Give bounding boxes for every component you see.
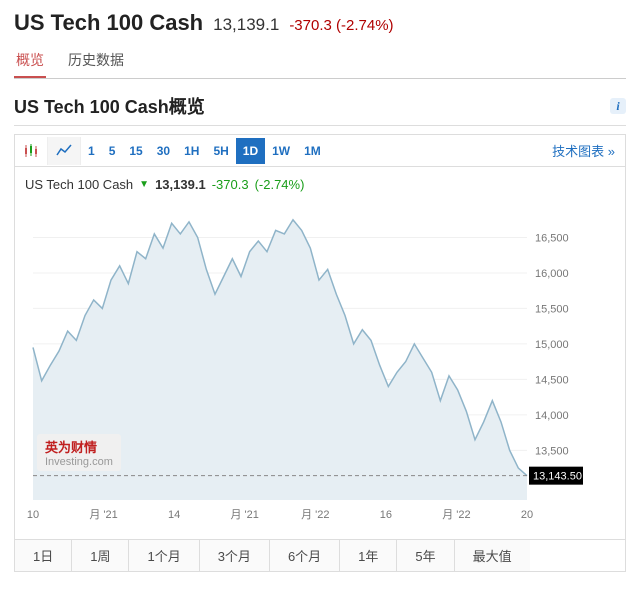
range-button-1[interactable]: 1周 <box>72 540 129 571</box>
chart-instrument-label: US Tech 100 Cash <box>25 177 133 192</box>
timeframe-1[interactable]: 1 <box>81 138 102 164</box>
svg-text:月 '21: 月 '21 <box>231 509 259 521</box>
range-button-2[interactable]: 1个月 <box>129 540 199 571</box>
section-title: US Tech 100 Cash概览 <box>14 93 205 119</box>
svg-text:16,500: 16,500 <box>535 232 569 244</box>
down-arrow-icon: ▼ <box>139 179 149 190</box>
line-chart-icon[interactable] <box>48 137 81 165</box>
timeframe-5[interactable]: 5 <box>102 138 123 164</box>
svg-text:月 '22: 月 '22 <box>301 509 329 521</box>
range-button-4[interactable]: 6个月 <box>270 540 340 571</box>
nav-tabs: 概览历史数据 <box>14 44 626 79</box>
svg-text:月 '21: 月 '21 <box>89 509 117 521</box>
svg-text:14: 14 <box>168 509 180 521</box>
chart-change-pct: (-2.74%) <box>255 177 305 192</box>
range-selector: 1日1周1个月3个月6个月1年5年最大值 <box>14 540 626 572</box>
price-chart[interactable]: 13,500 14,000 14,500 15,000 15,500 16,000 16,5… <box>25 198 585 528</box>
svg-text:10: 10 <box>27 509 39 521</box>
svg-text:16: 16 <box>380 509 392 521</box>
candlestick-icon[interactable] <box>15 137 48 165</box>
timeframe-5H[interactable]: 5H <box>206 138 235 164</box>
range-button-6[interactable]: 5年 <box>397 540 454 571</box>
chart-toolbar: 1515301H5H1D1W1M 技术图表 » <box>14 134 626 166</box>
chart-value: 13,139.1 <box>155 177 206 192</box>
instrument-price: 13,139.1 <box>213 15 279 35</box>
svg-text:13,143.50: 13,143.50 <box>533 471 582 483</box>
svg-text:15,000: 15,000 <box>535 339 569 351</box>
range-button-5[interactable]: 1年 <box>340 540 397 571</box>
range-button-7[interactable]: 最大值 <box>455 540 530 571</box>
timeframe-1D[interactable]: 1D <box>236 138 265 164</box>
svg-text:16,000: 16,000 <box>535 268 569 280</box>
chart-change-abs: -370.3 <box>212 177 249 192</box>
svg-text:15,500: 15,500 <box>535 303 569 315</box>
tab-1[interactable]: 历史数据 <box>66 44 126 78</box>
timeframe-1W[interactable]: 1W <box>265 138 297 164</box>
range-button-0[interactable]: 1日 <box>15 540 72 571</box>
watermark: 英为财情 Investing.com <box>37 434 121 471</box>
svg-text:13,500: 13,500 <box>535 445 569 457</box>
svg-text:月 '22: 月 '22 <box>442 509 470 521</box>
svg-text:14,000: 14,000 <box>535 410 569 422</box>
instrument-title: US Tech 100 Cash <box>14 10 203 36</box>
timeframe-30[interactable]: 30 <box>150 138 177 164</box>
svg-text:20: 20 <box>521 509 533 521</box>
timeframe-1M[interactable]: 1M <box>297 138 328 164</box>
technical-chart-link[interactable]: 技术图表 » <box>542 135 625 166</box>
timeframe-1H[interactable]: 1H <box>177 138 206 164</box>
chart-container: US Tech 100 Cash ▼ 13,139.1 -370.3 (-2.7… <box>14 166 626 540</box>
svg-text:14,500: 14,500 <box>535 374 569 386</box>
range-button-3[interactable]: 3个月 <box>200 540 270 571</box>
tab-0[interactable]: 概览 <box>14 44 46 78</box>
instrument-change: -370.3 (-2.74%) <box>289 17 393 34</box>
timeframe-15[interactable]: 15 <box>122 138 149 164</box>
info-icon[interactable]: i <box>610 98 626 114</box>
